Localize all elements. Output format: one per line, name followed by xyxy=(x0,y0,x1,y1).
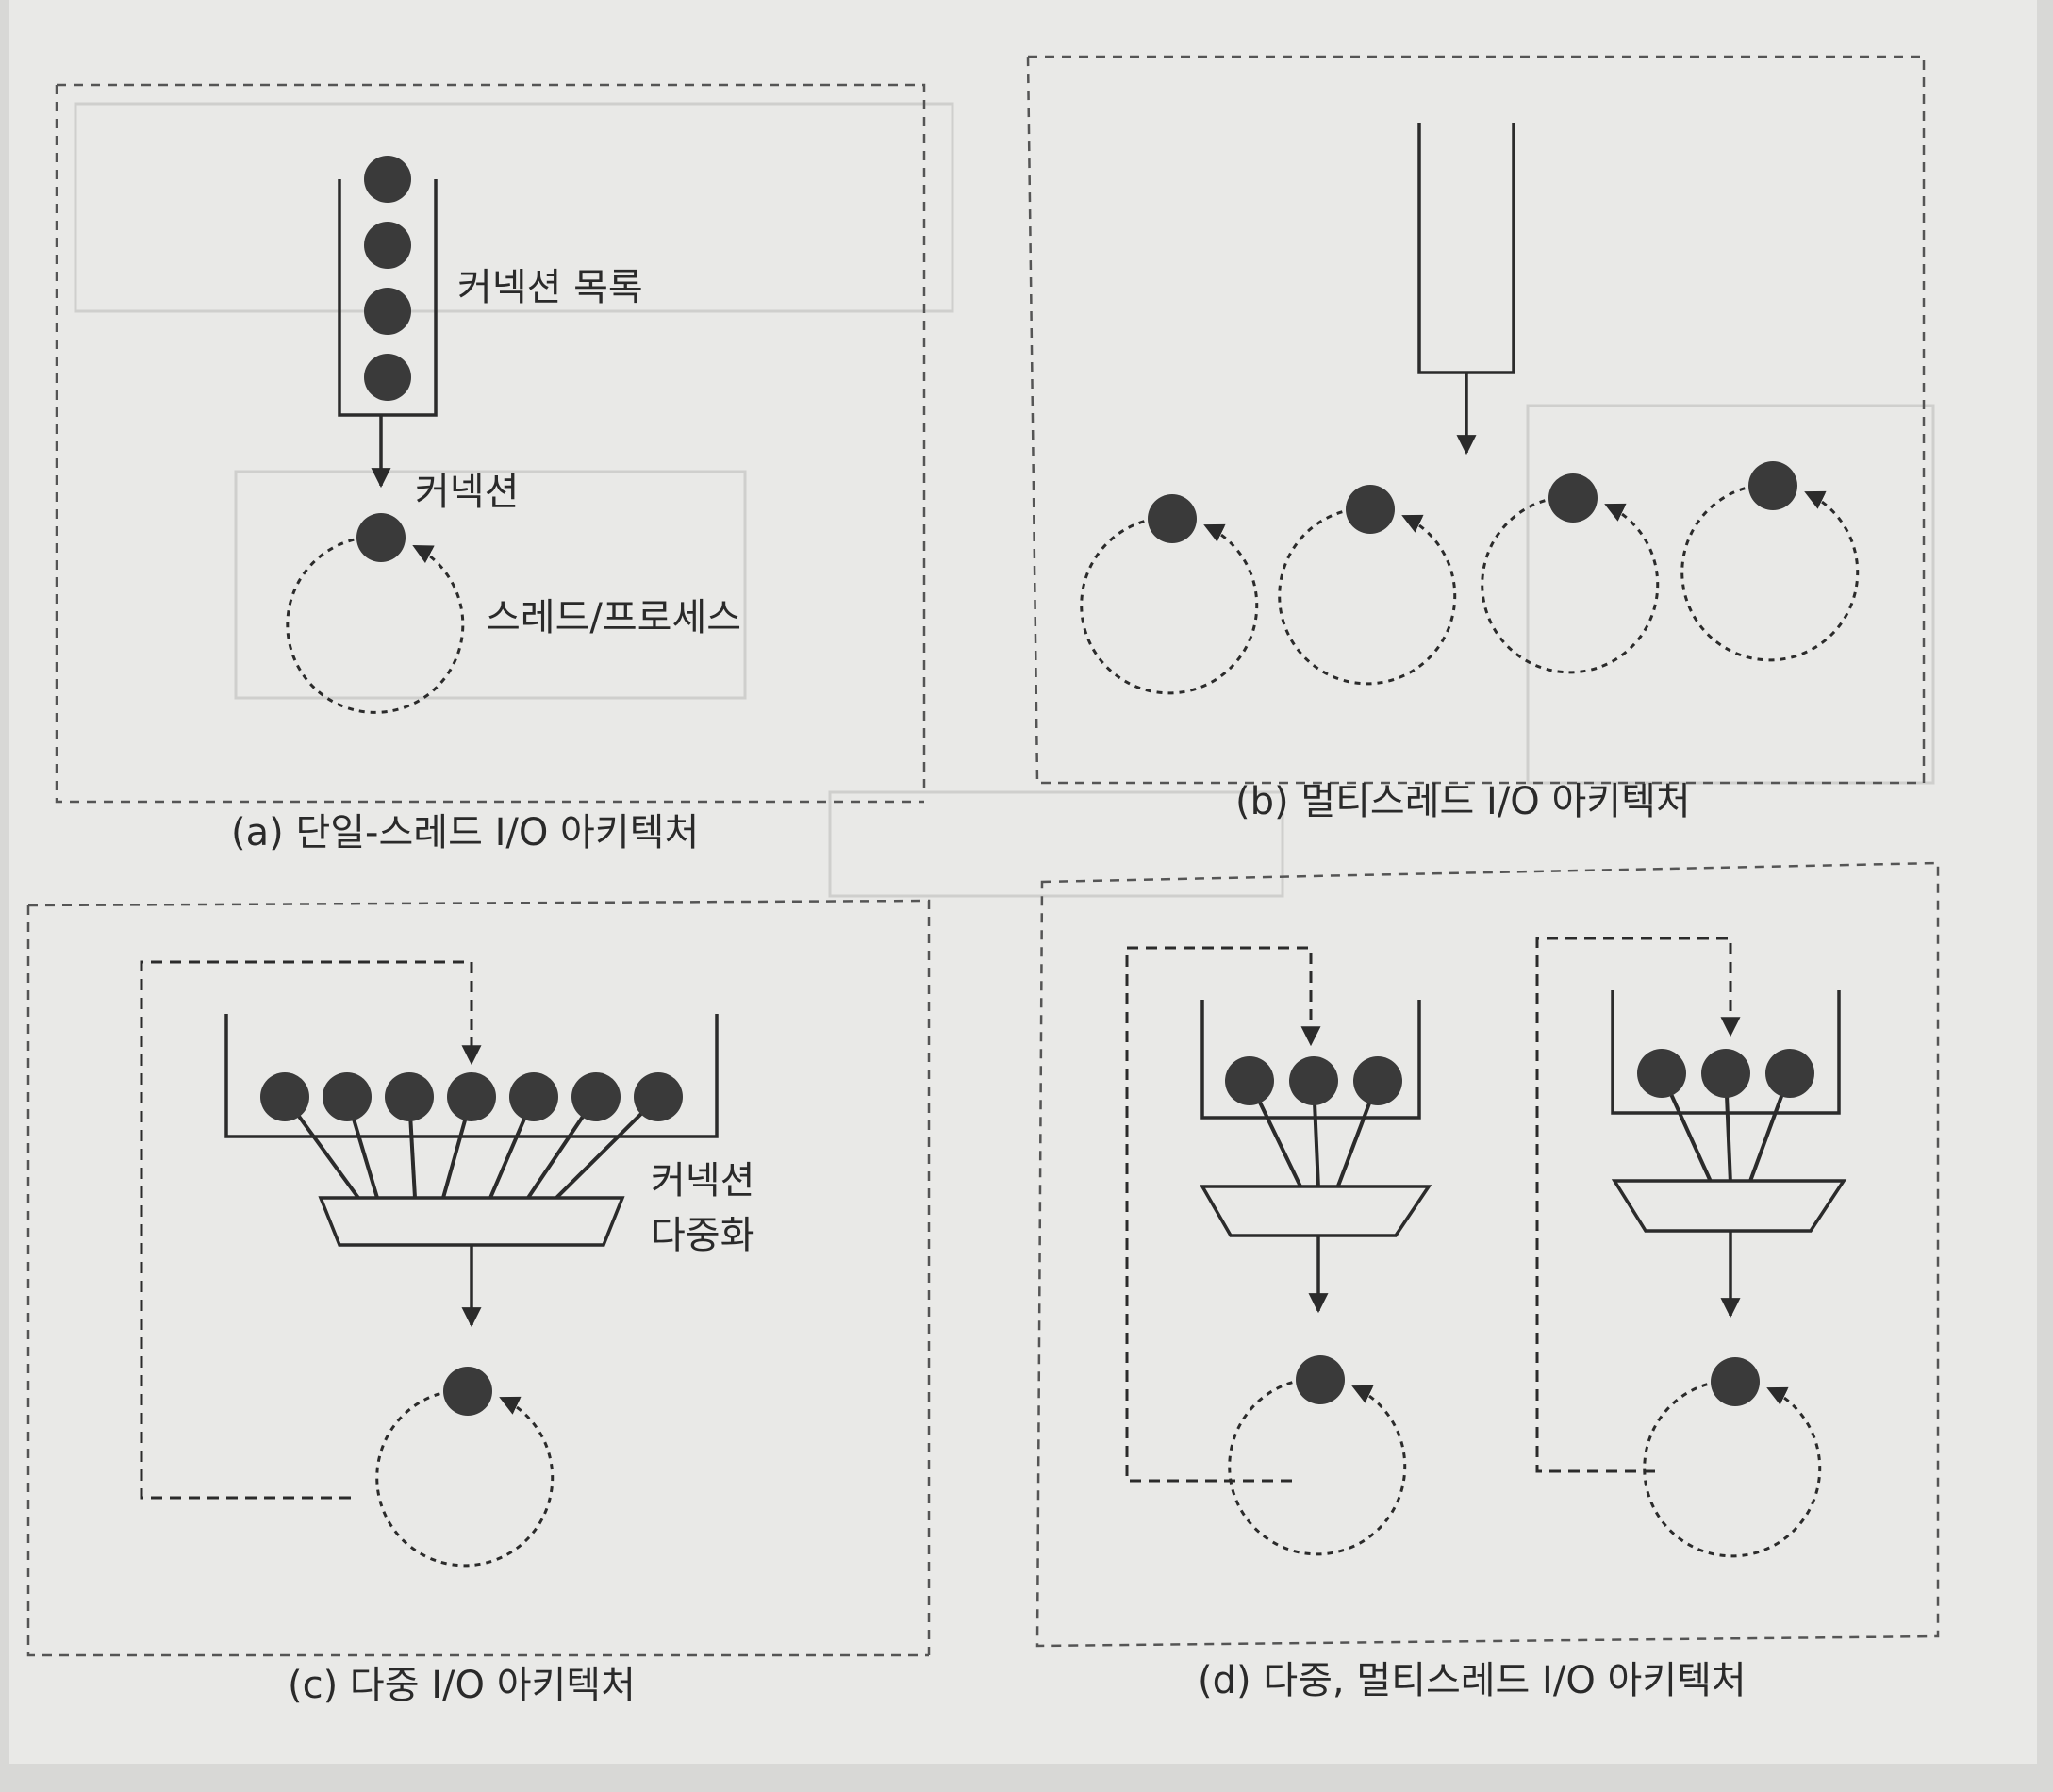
caption-d: (d) 다중, 멀티스레드 I/O 아키텍처 xyxy=(1198,1659,1747,1702)
panel-d: (d) 다중, 멀티스레드 I/O 아키텍처 xyxy=(1035,861,1940,1702)
thread-loop-4 xyxy=(1680,461,1860,662)
group-left xyxy=(1125,946,1432,1556)
caption-a: (a) 단일-스레드 I/O 아키텍처 xyxy=(231,811,699,855)
connection-ball xyxy=(571,1072,621,1121)
panel-b: (b) 멀티스레드 I/O 아키텍처 xyxy=(1026,55,1926,823)
caption-c: (c) 다중 I/O 아키텍처 xyxy=(288,1664,636,1707)
connection-ball xyxy=(634,1072,683,1121)
page-sheet xyxy=(9,0,2037,1764)
connection-ball xyxy=(364,156,411,203)
active-connection-ball xyxy=(443,1367,492,1416)
connection-ball xyxy=(1701,1049,1750,1098)
connection-ball xyxy=(1225,1056,1274,1105)
panel-a-frame xyxy=(55,83,926,804)
connection-tray xyxy=(224,1014,719,1138)
thread-loop xyxy=(1228,1378,1407,1556)
panel-c: 커넥션 다중화 (c) 다중 I/O 아키텍처 xyxy=(26,899,931,1707)
connection-ball xyxy=(1353,1056,1402,1105)
feedback-path xyxy=(1535,937,1741,1473)
panel-b-frame xyxy=(1026,55,1926,785)
connection-tray xyxy=(1200,1000,1421,1120)
feedback-path xyxy=(140,960,482,1500)
thread-loop-3 xyxy=(1481,473,1660,674)
connection-ball xyxy=(1548,473,1598,523)
panel-d-frame xyxy=(1035,861,1940,1648)
connection-ball xyxy=(1289,1056,1338,1105)
multiplexer xyxy=(1611,1179,1847,1233)
connection-ball xyxy=(385,1072,434,1121)
connection-ball xyxy=(1346,485,1395,534)
connection-ball xyxy=(1748,461,1797,510)
ghost-show-through xyxy=(74,102,1935,898)
label-thread-process: 스레드/프로세스 xyxy=(486,596,741,639)
label-connection-list: 커넥션 목록 xyxy=(457,266,643,309)
connection-ball xyxy=(1637,1049,1686,1098)
panel-c-frame xyxy=(26,899,931,1657)
active-connection-ball xyxy=(1711,1357,1760,1406)
active-connection-ball xyxy=(1296,1355,1345,1404)
feedback-path xyxy=(1125,946,1321,1483)
label-connection: 커넥션 xyxy=(415,471,519,514)
thread-loop-1 xyxy=(1080,494,1259,695)
connection-ball xyxy=(509,1072,558,1121)
thread-loop xyxy=(375,1389,555,1568)
label-mux-line2: 다중화 xyxy=(651,1214,754,1257)
connection-ball xyxy=(1148,494,1197,543)
connection-ball xyxy=(364,354,411,401)
connection-ball xyxy=(260,1072,309,1121)
connection-ball xyxy=(323,1072,372,1121)
connection-ball xyxy=(1765,1049,1814,1098)
connection-ball xyxy=(364,222,411,269)
connection-list-container xyxy=(338,179,438,417)
thread-loop-2 xyxy=(1278,485,1457,686)
label-mux-line1: 커넥션 xyxy=(651,1159,754,1203)
group-right xyxy=(1535,937,1847,1558)
multiplexer xyxy=(1199,1185,1432,1237)
connection-ball xyxy=(364,288,411,335)
caption-b: (b) 멀티스레드 I/O 아키텍처 xyxy=(1235,780,1691,823)
thread-loop xyxy=(286,536,465,714)
connection-ball xyxy=(447,1072,496,1121)
panel-a: 커넥션 목록 커넥션 스레드/프로세스 (a) 단일-스레드 I/O 아키텍처 xyxy=(55,83,926,855)
active-connection-ball xyxy=(356,513,406,562)
thread-loop xyxy=(1643,1380,1822,1558)
multiplexer xyxy=(318,1196,625,1247)
